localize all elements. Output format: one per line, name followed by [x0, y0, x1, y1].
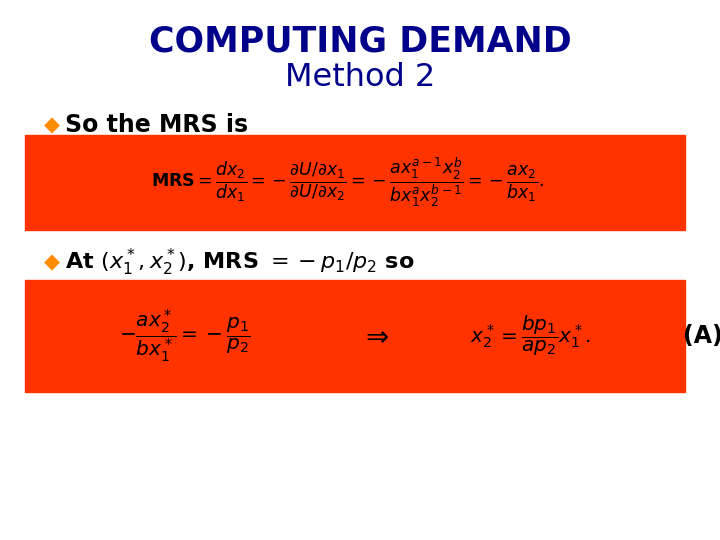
Text: So the MRS is: So the MRS is [65, 113, 248, 137]
Text: At $(x_1^*,x_2^*)$, MRS $= -p_1/p_2$ so: At $(x_1^*,x_2^*)$, MRS $= -p_1/p_2$ so [65, 246, 415, 278]
Text: COMPUTING DEMAND: COMPUTING DEMAND [148, 25, 572, 59]
Text: $\Rightarrow$: $\Rightarrow$ [360, 322, 390, 350]
FancyBboxPatch shape [25, 280, 685, 392]
Text: ◆: ◆ [44, 115, 60, 135]
Text: Method 2: Method 2 [285, 63, 435, 93]
Text: (A): (A) [683, 324, 720, 348]
Text: $-\dfrac{ax_2^*}{bx_1^*} = -\dfrac{p_1}{p_2}$: $-\dfrac{ax_2^*}{bx_1^*} = -\dfrac{p_1}{… [119, 308, 251, 364]
Text: $\mathbf{MRS} = \dfrac{dx_2}{dx_1} = -\dfrac{\partial U/\partial x_1}{\partial U: $\mathbf{MRS} = \dfrac{dx_2}{dx_1} = -\d… [151, 156, 544, 209]
FancyBboxPatch shape [25, 135, 685, 230]
Text: ◆: ◆ [44, 252, 60, 272]
Text: $x_2^* = \dfrac{bp_1}{ap_2}x_1^*.$: $x_2^* = \dfrac{bp_1}{ap_2}x_1^*.$ [469, 314, 590, 358]
